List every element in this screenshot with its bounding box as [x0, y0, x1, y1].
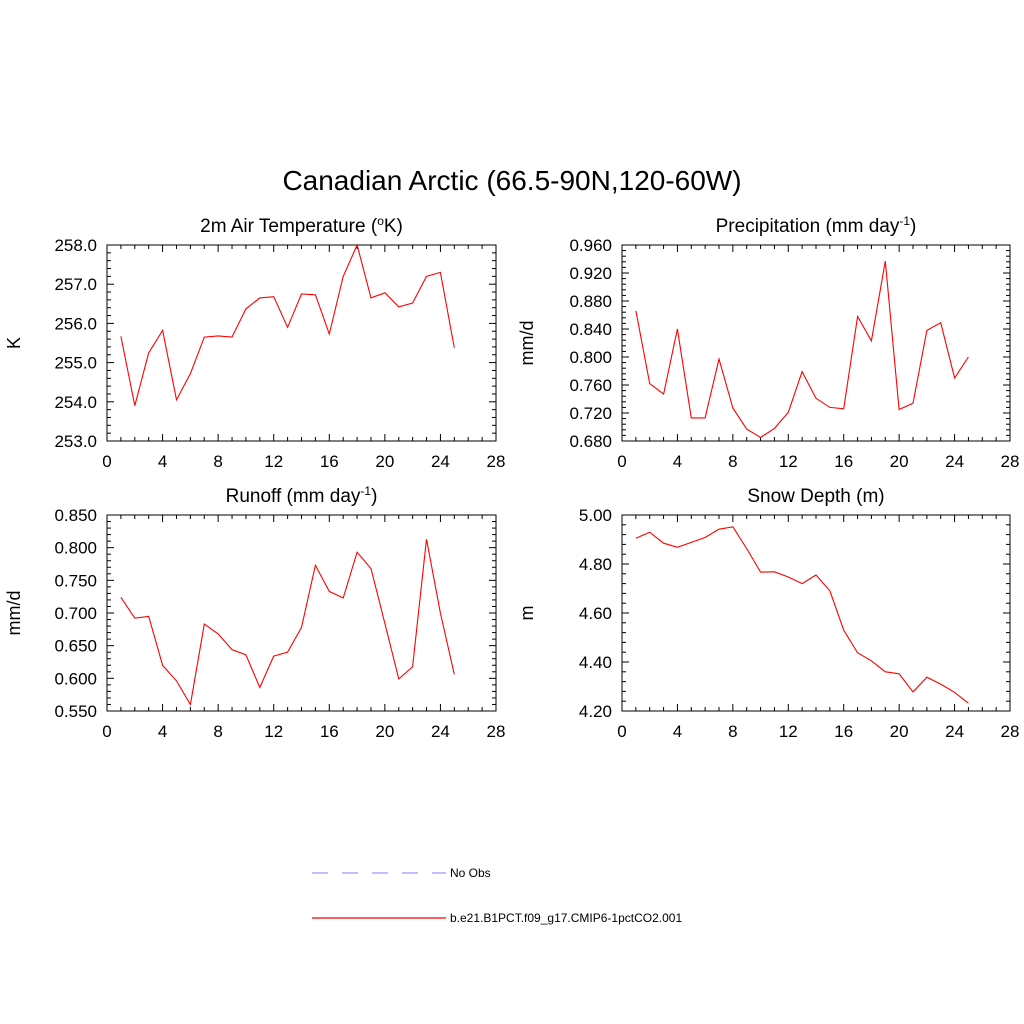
air-temperature-xtick-label: 28	[487, 452, 506, 471]
runoff-ytick-label: 0.850	[54, 506, 97, 525]
runoff-title-end: )	[371, 486, 377, 507]
precipitation-ytick-label: 0.960	[569, 236, 612, 255]
runoff-xtick-label: 16	[320, 722, 339, 741]
precipitation-xtick-label: 20	[890, 452, 909, 471]
snow-depth-ytick-label: 4.80	[579, 555, 612, 574]
snow-depth-ytick-label: 4.40	[579, 653, 612, 672]
precipitation-xtick-label: 8	[728, 452, 737, 471]
runoff-series-line	[120, 539, 455, 707]
snow-depth-xtick-label: 0	[617, 722, 626, 741]
precipitation-title-end: )	[910, 216, 916, 237]
precipitation-xtick-label: 4	[673, 452, 682, 471]
snow-depth-xtick-label: 4	[673, 722, 682, 741]
precipitation-xtick-label: 12	[779, 452, 798, 471]
figure-title: Canadian Arctic (66.5-90N,120-60W)	[282, 165, 741, 196]
runoff-ytick-label: 0.800	[54, 539, 97, 558]
precipitation-ylabel: mm/d	[517, 321, 537, 366]
legend: No Obs b.e21.B1PCT.f09_g17.CMIP6-1pctCO2.…	[312, 866, 682, 925]
snow-depth-title-main: Snow Depth (m)	[747, 486, 884, 507]
precipitation-plot-frame	[621, 244, 1011, 442]
snow-depth-xtick-label: 8	[728, 722, 737, 741]
snow-depth-xtick-label: 20	[890, 722, 909, 741]
panel-precipitation: Precipitation (mm day-1) 0 4 8 12 16 20 24 28 0.6…	[517, 214, 1019, 471]
snow-depth-plot-frame	[621, 514, 1011, 712]
air-temperature-title-superscript: o	[377, 214, 384, 228]
snow-depth-ytick-label: 5.00	[579, 506, 612, 525]
precipitation-xtick-label: 28	[1001, 452, 1020, 471]
air-temperature-series-line	[120, 243, 455, 406]
air-temperature-xtick-label: 20	[375, 452, 394, 471]
air-temperature-ytick-label: 257.0	[54, 275, 97, 294]
air-temperature-ytick-label: 253.0	[54, 432, 97, 451]
runoff-xtick-label: 28	[487, 722, 506, 741]
runoff-title-superscript: -1	[360, 484, 371, 498]
panel-air-temperature: 2m Air Temperature (oK) 0 4 8 12 16 20 24 28 253.…	[4, 214, 505, 471]
precipitation-xtick-label: 24	[945, 452, 964, 471]
panels: 2m Air Temperature (oK)0 4 8 12 16 20 24 28253.…	[4, 214, 1019, 741]
precipitation-title: Precipitation (mm day-1)	[716, 214, 917, 237]
snow-depth-title: Snow Depth (m)	[747, 486, 884, 507]
runoff-xtick-label: 12	[264, 722, 283, 741]
precipitation-title-main: Precipitation (mm day	[716, 216, 900, 237]
precipitation-ytick-label: 0.800	[569, 348, 612, 367]
precipitation-title-superscript: -1	[899, 214, 910, 228]
runoff-ytick-label: 0.550	[54, 702, 97, 721]
precipitation-series-line	[635, 261, 969, 439]
air-temperature-ytick-label: 258.0	[54, 236, 97, 255]
runoff-ytick-label: 0.600	[54, 669, 97, 688]
air-temperature-ytick-label: 256.0	[54, 314, 97, 333]
runoff-ytick-label: 0.750	[54, 571, 97, 590]
precipitation-ytick-label: 0.840	[569, 320, 612, 339]
runoff-ylabel: mm/d	[4, 591, 24, 636]
panel-snow-depth: Snow Depth (m) 0 4 8 12 16 20 24 28 4.20 4.40 4.60 4…	[517, 486, 1019, 741]
air-temperature-xtick-label: 0	[102, 452, 111, 471]
air-temperature-ylabel: K	[4, 337, 24, 349]
snow-depth-xtick-label: 28	[1001, 722, 1020, 741]
runoff-ytick-label: 0.650	[54, 637, 97, 656]
runoff-xtick-label: 20	[375, 722, 394, 741]
snow-depth-xtick-label: 16	[834, 722, 853, 741]
air-temperature-title-main: 2m Air Temperature (	[200, 216, 378, 237]
precipitation-xtick-label: 0	[617, 452, 626, 471]
runoff-title-main: Runoff (mm day	[226, 486, 361, 507]
air-temperature-ytick-label: 254.0	[54, 393, 97, 412]
air-temperature-xtick-label: 24	[431, 452, 450, 471]
snow-depth-ytick-label: 4.20	[579, 702, 612, 721]
legend-label-model: b.e21.B1PCT.f09_g17.CMIP6-1pctCO2.001	[450, 911, 682, 925]
precipitation-ytick-label: 0.920	[569, 264, 612, 283]
runoff-xtick-label: 4	[158, 722, 167, 741]
snow-depth-ytick-label: 4.60	[579, 604, 612, 623]
snow-depth-xtick-label: 12	[779, 722, 798, 741]
precipitation-ytick-label: 0.880	[569, 292, 612, 311]
precipitation-ytick-label: 0.680	[569, 432, 612, 451]
air-temperature-title-end: K)	[384, 216, 403, 237]
air-temperature-title: 2m Air Temperature (oK)	[200, 214, 403, 237]
runoff-plot-frame	[106, 514, 497, 712]
air-temperature-xtick-label: 4	[158, 452, 167, 471]
runoff-xtick-label: 8	[213, 722, 222, 741]
runoff-title: Runoff (mm day-1)	[226, 484, 378, 507]
precipitation-xtick-label: 16	[834, 452, 853, 471]
precipitation-ytick-label: 0.720	[569, 404, 612, 423]
precipitation-ytick-label: 0.760	[569, 376, 612, 395]
legend-label-no-obs: No Obs	[450, 866, 491, 880]
runoff-ytick-label: 0.700	[54, 604, 97, 623]
snow-depth-series-line	[635, 526, 969, 704]
runoff-xtick-label: 24	[431, 722, 450, 741]
air-temperature-xtick-label: 12	[264, 452, 283, 471]
air-temperature-xtick-label: 16	[320, 452, 339, 471]
snow-depth-ylabel: m	[517, 606, 537, 621]
runoff-xtick-label: 0	[102, 722, 111, 741]
air-temperature-ytick-label: 255.0	[54, 354, 97, 373]
air-temperature-xtick-label: 8	[213, 452, 222, 471]
panel-runoff: Runoff (mm day-1) 0 4 8 12 16 20 24 28 0.550 0.600…	[4, 484, 505, 741]
snow-depth-xtick-label: 24	[945, 722, 964, 741]
